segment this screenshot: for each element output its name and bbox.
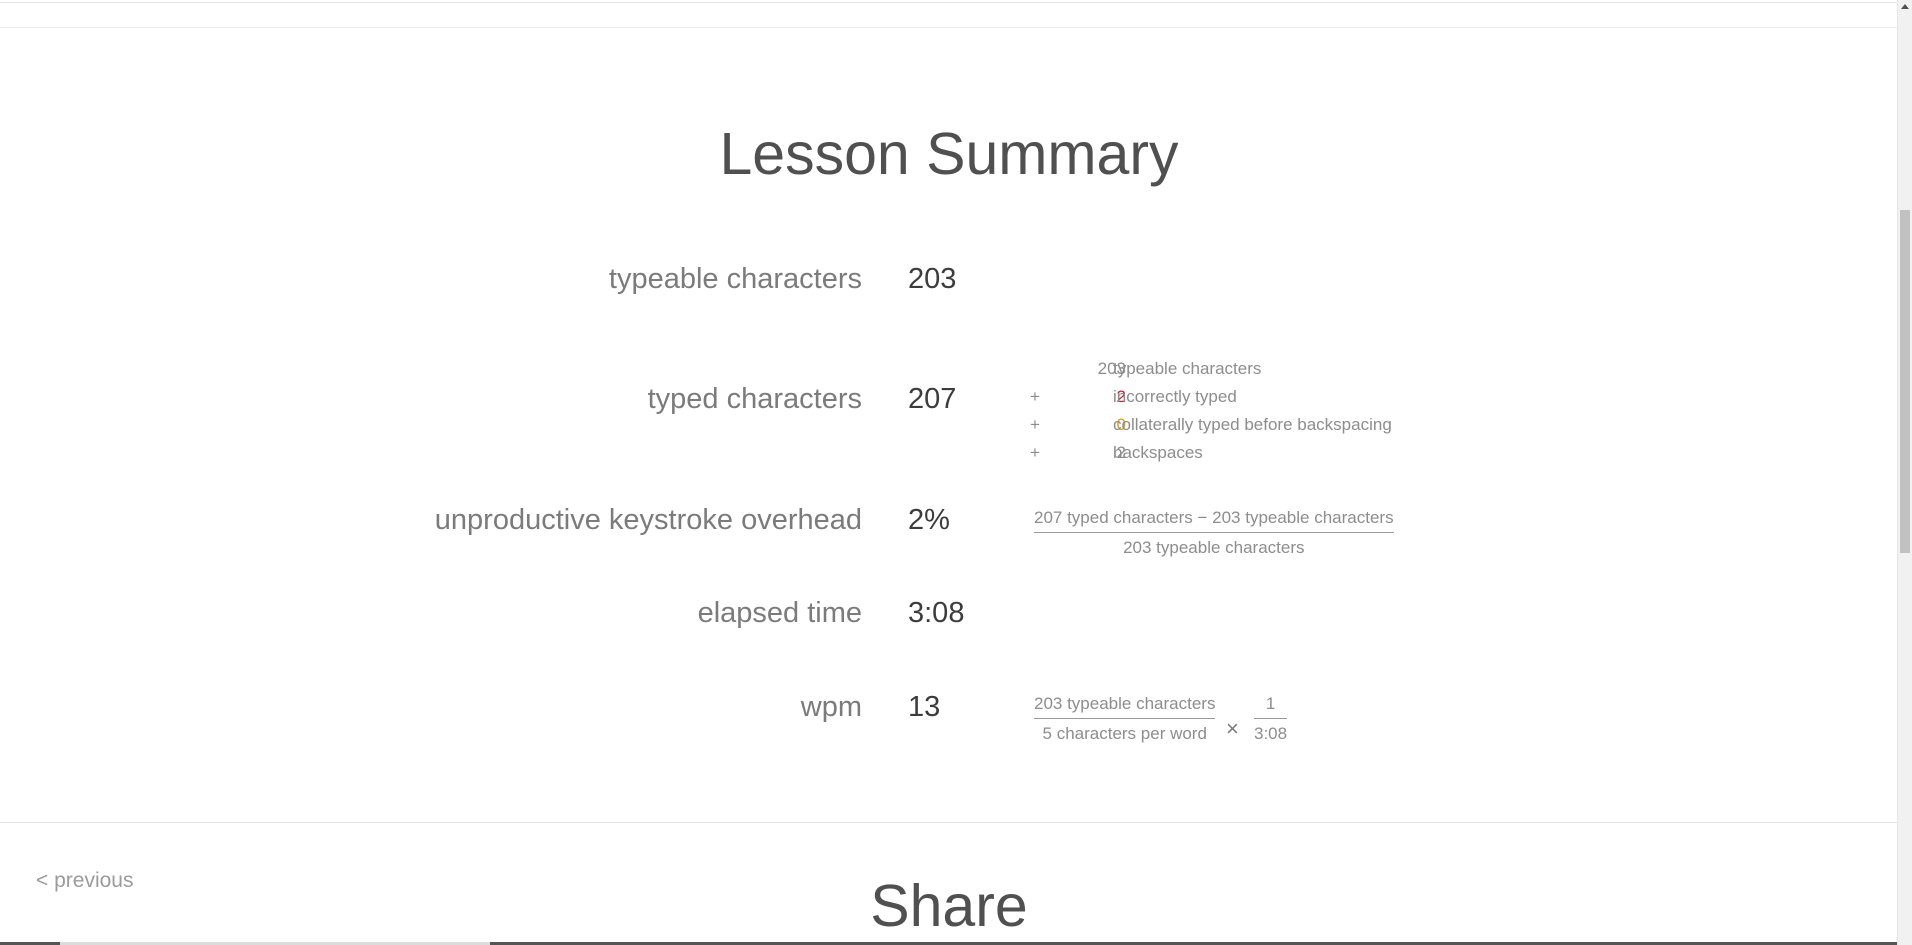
breakdown-number: 0 bbox=[1116, 415, 1126, 434]
header-divider bbox=[0, 27, 1898, 28]
overhead-label: unproductive keystroke overhead bbox=[434, 504, 862, 536]
taskbar-segment bbox=[0, 942, 60, 945]
breakdown-operator: + bbox=[1030, 415, 1040, 434]
multiply-sign: × bbox=[1226, 716, 1239, 741]
overhead-formula: 207 typed characters − 203 typeable char… bbox=[1034, 507, 1394, 559]
breakdown-text: incorrectly typed bbox=[1113, 387, 1237, 406]
previous-link[interactable]: < previous bbox=[36, 869, 134, 892]
breakdown-operator: + bbox=[1030, 443, 1040, 462]
scroll-up-arrow-icon[interactable] bbox=[1901, 4, 1909, 9]
overhead-value: 2% bbox=[908, 504, 950, 536]
typed-characters-label: typed characters bbox=[647, 383, 862, 415]
wpm-fraction-chars-denominator: 5 characters per word bbox=[1042, 724, 1207, 743]
elapsed-time-value: 3:08 bbox=[908, 597, 965, 629]
breakdown-number: 2 bbox=[1116, 387, 1126, 406]
breakdown-text: typeable characters bbox=[1113, 359, 1262, 378]
typeable-characters-label: typeable characters bbox=[608, 263, 862, 295]
breakdown-operator: + bbox=[1030, 387, 1040, 406]
typeable-characters-value: 203 bbox=[908, 263, 957, 295]
wpm-value: 13 bbox=[908, 691, 941, 723]
taskbar-segment bbox=[490, 942, 1898, 945]
page-title: Lesson Summary bbox=[719, 121, 1179, 187]
wpm-fraction-time-numerator: 1 bbox=[1254, 693, 1288, 719]
breakdown-text: backspaces bbox=[1113, 443, 1203, 462]
scrollbar-thumb[interactable] bbox=[1900, 210, 1910, 553]
overhead-denominator: 203 typeable characters bbox=[1123, 538, 1305, 557]
overhead-numerator: 207 typed characters − 203 typeable char… bbox=[1034, 507, 1394, 533]
typed-characters-value: 207 bbox=[908, 383, 957, 415]
top-divider bbox=[0, 2, 1898, 3]
vertical-scrollbar[interactable] bbox=[1897, 0, 1912, 945]
wpm-label: wpm bbox=[800, 691, 862, 723]
elapsed-time-label: elapsed time bbox=[697, 597, 862, 629]
wpm-fraction-chars: 203 typeable characters 5 characters per… bbox=[1034, 693, 1216, 745]
share-title: Share bbox=[870, 873, 1028, 939]
wpm-fraction-time: 1 3:08 bbox=[1254, 693, 1288, 745]
wpm-fraction-time-denominator: 3:08 bbox=[1254, 724, 1288, 743]
breakdown-number: 2 bbox=[1116, 443, 1126, 462]
breakdown-text: collaterally typed before backspacing bbox=[1113, 415, 1392, 434]
wpm-fraction-chars-numerator: 203 typeable characters bbox=[1034, 693, 1216, 719]
section-divider bbox=[0, 822, 1898, 823]
breakdown-number: 203 bbox=[1097, 359, 1126, 378]
